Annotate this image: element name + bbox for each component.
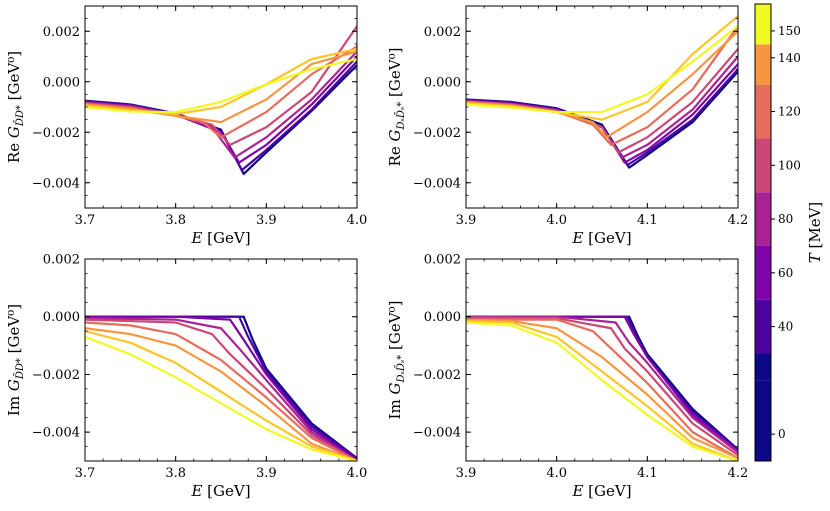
colorbar-frame (754, 3, 772, 462)
series-line-t-120 (85, 50, 357, 124)
series-group (466, 315, 738, 461)
series-line-t-80 (85, 25, 357, 146)
series-group (466, 15, 738, 169)
y-tick-label: −0.004 (413, 176, 461, 191)
series-line-t-60 (466, 315, 738, 454)
x-axis-label: E [GeV] (190, 229, 250, 247)
series-line-t-100 (85, 45, 357, 139)
x-tick-label: 3.8 (165, 466, 186, 481)
y-tick-label: −0.002 (32, 368, 80, 383)
x-tick-label: 4.0 (546, 213, 567, 228)
y-tick-label: −0.002 (32, 126, 80, 141)
y-tick-label: 0.002 (43, 25, 80, 40)
series-line-t-150 (85, 57, 357, 114)
x-tick-label: 4.0 (347, 213, 368, 228)
colorbar-bin (755, 299, 771, 354)
x-tick-label: 3.9 (456, 466, 477, 481)
colorbar-tick-label: 0 (778, 427, 786, 441)
series-line-t-20 (466, 315, 738, 451)
series-line-t-150 (466, 321, 738, 461)
series-line-t-0 (466, 315, 738, 451)
x-tick-label: 3.9 (456, 213, 477, 228)
colorbar-tick-label: 120 (778, 105, 801, 119)
y-axis-label: Re GD̄D* [GeV⁰] (5, 51, 26, 163)
colorbar-bin (755, 44, 771, 85)
y-tick-label: 0.000 (43, 75, 80, 90)
x-tick-label: 3.8 (165, 213, 186, 228)
series-line-t-40 (466, 315, 738, 454)
colorbar-bin (755, 84, 771, 139)
series-group (85, 315, 357, 461)
series-line-t-100 (466, 318, 738, 460)
colorbar-bin (755, 353, 771, 381)
y-axis-label: Re GDₛD̄ₛ* [GeV⁰] (386, 48, 407, 167)
series-line-t-60 (85, 317, 357, 461)
axes-frame (465, 258, 739, 462)
colorbar-bin (755, 192, 771, 246)
colorbar-bin (755, 245, 771, 300)
x-tick-label: 4.0 (347, 466, 368, 481)
x-tick-label: 4.1 (637, 213, 658, 228)
x-tick-label: 3.7 (75, 213, 96, 228)
x-tick-label: 3.9 (256, 466, 277, 481)
colorbar-bin (755, 380, 771, 461)
colorbar: 0 40 60 80 100 120 140 150 T [MeV] (754, 3, 824, 462)
series-line-t-120 (466, 318, 738, 460)
colorbar-tick-label: 150 (778, 24, 801, 38)
y-tick-label: 0.002 (424, 25, 461, 40)
x-axis-label: E [GeV] (571, 229, 631, 247)
y-tick-label: −0.002 (413, 368, 461, 383)
x-tick-label: 4.2 (728, 466, 749, 481)
panel-re-dsds: 3.9 4.0 4.1 4.2 −0.004 −0.002 0.000 0.002 E [GeV… (386, 5, 749, 247)
x-tick-label: 3.9 (256, 213, 277, 228)
colorbar-tick-label: 80 (778, 212, 793, 226)
colorbar-label: T [MeV] (806, 202, 824, 264)
series-line-t-100 (85, 321, 357, 461)
panels: 3.7 3.8 3.9 4.0 −0.004 −0.002 0.000 0.002 E [GeV… (5, 5, 749, 501)
series-line-t-150 (466, 25, 738, 114)
colorbar-tick-label: 100 (778, 158, 801, 172)
colorbar-tick-label: 40 (778, 320, 793, 334)
colorbar-bin (755, 4, 771, 45)
y-tick-label: −0.004 (413, 426, 461, 441)
y-tick-label: 0.002 (43, 253, 80, 268)
panel-im-dsds: 3.9 4.0 4.1 4.2 −0.004 −0.002 0.000 0.002 E [GeV… (386, 253, 748, 501)
x-axis-label: E [GeV] (190, 482, 250, 500)
series-line-t-120 (85, 327, 357, 461)
panel-im-dd: 3.7 3.8 3.9 4.0 −0.004 −0.002 0.000 0.002 E [GeV… (5, 253, 367, 501)
colorbar-tick-label: 60 (778, 266, 793, 280)
series-group (85, 25, 357, 176)
y-axis-label: Im GDₛD̄ₛ* [GeV⁰] (386, 301, 407, 420)
y-tick-label: −0.004 (32, 176, 80, 191)
x-tick-label: 4.0 (546, 466, 567, 481)
series-line-t-20 (85, 60, 357, 172)
series-line-t-40 (85, 315, 357, 461)
y-tick-label: −0.004 (32, 426, 80, 441)
y-tick-label: 0.000 (424, 75, 461, 90)
x-tick-label: 4.1 (637, 466, 658, 481)
y-axis-label: Im GD̄D* [GeV⁰] (5, 304, 26, 416)
series-line-t-80 (85, 318, 357, 461)
series-line-t-140 (466, 319, 738, 461)
series-line-t-140 (85, 330, 357, 461)
y-tick-label: 0.002 (424, 253, 461, 268)
x-tick-label: 3.7 (75, 466, 96, 481)
colorbar-tick-label: 140 (778, 51, 801, 65)
series-line-t-80 (466, 316, 738, 457)
x-tick-label: 4.2 (728, 213, 749, 228)
series-line-t-20 (85, 315, 357, 460)
y-tick-label: −0.002 (413, 126, 461, 141)
x-axis-label: E [GeV] (571, 482, 631, 500)
panel-re-dd: 3.7 3.8 3.9 4.0 −0.004 −0.002 0.000 0.002 E [GeV… (5, 5, 368, 247)
colorbar-bin (755, 138, 771, 193)
series-line-t-150 (85, 335, 357, 461)
y-tick-label: 0.000 (424, 310, 461, 325)
series-line-t-0 (85, 64, 357, 176)
y-tick-label: 0.000 (43, 310, 80, 325)
